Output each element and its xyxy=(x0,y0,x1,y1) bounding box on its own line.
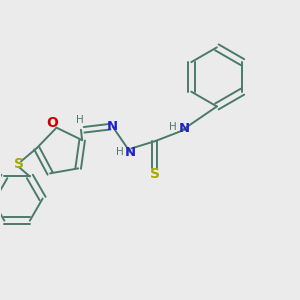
Text: N: N xyxy=(107,120,118,133)
Text: H: H xyxy=(76,116,83,125)
Text: S: S xyxy=(150,167,160,181)
Text: H: H xyxy=(116,148,123,158)
Text: H: H xyxy=(169,122,177,132)
Text: O: O xyxy=(46,116,58,130)
Text: S: S xyxy=(14,158,24,171)
Text: N: N xyxy=(179,122,190,135)
Text: N: N xyxy=(125,146,136,159)
